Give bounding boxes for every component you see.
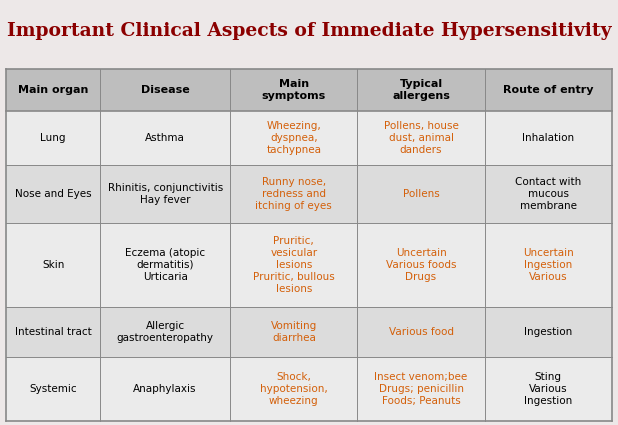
Text: Vomiting
diarrhea: Vomiting diarrhea: [271, 321, 317, 343]
Text: Allergic
gastroenteropathy: Allergic gastroenteropathy: [117, 321, 214, 343]
Text: Ingestion: Ingestion: [524, 327, 572, 337]
Text: Shock,
hypotension,
wheezing: Shock, hypotension, wheezing: [260, 372, 328, 406]
Text: Route of entry: Route of entry: [503, 85, 593, 95]
Text: Inhalation: Inhalation: [522, 133, 574, 143]
Text: Intestinal tract: Intestinal tract: [15, 327, 91, 337]
Text: Typical
allergens: Typical allergens: [392, 79, 450, 101]
Text: Uncertain
Ingestion
Various: Uncertain Ingestion Various: [523, 248, 574, 282]
Bar: [6, 165, 612, 223]
Text: Disease: Disease: [141, 85, 190, 95]
Text: Systemic: Systemic: [29, 384, 77, 394]
Text: Main
symptoms: Main symptoms: [262, 79, 326, 101]
Text: Pollens, house
dust, animal
danders: Pollens, house dust, animal danders: [384, 121, 459, 155]
Text: Sting
Various
Ingestion: Sting Various Ingestion: [524, 372, 572, 406]
Text: Various food: Various food: [389, 327, 454, 337]
Bar: [6, 110, 612, 165]
Bar: [6, 223, 612, 307]
Text: Skin: Skin: [42, 260, 64, 270]
Bar: [6, 307, 612, 357]
Text: Pollens: Pollens: [403, 189, 439, 199]
Text: Asthma: Asthma: [145, 133, 185, 143]
Text: Runny nose,
redness and
itching of eyes: Runny nose, redness and itching of eyes: [255, 177, 332, 211]
Text: Contact with
mucous
membrane: Contact with mucous membrane: [515, 177, 582, 211]
Bar: [6, 357, 612, 421]
Text: Pruritic,
vesicular
lesions
Pruritic, bullous
lesions: Pruritic, vesicular lesions Pruritic, bu…: [253, 236, 335, 294]
Text: Rhinitis, conjunctivitis
Hay fever: Rhinitis, conjunctivitis Hay fever: [108, 183, 222, 205]
Text: Nose and Eyes: Nose and Eyes: [15, 189, 91, 199]
Text: Lung: Lung: [40, 133, 66, 143]
Text: Uncertain
Various foods
Drugs: Uncertain Various foods Drugs: [386, 248, 456, 282]
Text: Important Clinical Aspects of Immediate Hypersensitivity: Important Clinical Aspects of Immediate …: [7, 22, 611, 40]
Text: Main organ: Main organ: [18, 85, 88, 95]
Bar: [6, 69, 612, 110]
Text: Insect venom;bee
Drugs; penicillin
Foods; Peanuts: Insect venom;bee Drugs; penicillin Foods…: [375, 372, 468, 406]
Text: Eczema (atopic
dermatitis)
Urticaria: Eczema (atopic dermatitis) Urticaria: [125, 248, 205, 282]
Text: Wheezing,
dyspnea,
tachypnea: Wheezing, dyspnea, tachypnea: [266, 121, 321, 155]
Text: Anaphylaxis: Anaphylaxis: [133, 384, 197, 394]
